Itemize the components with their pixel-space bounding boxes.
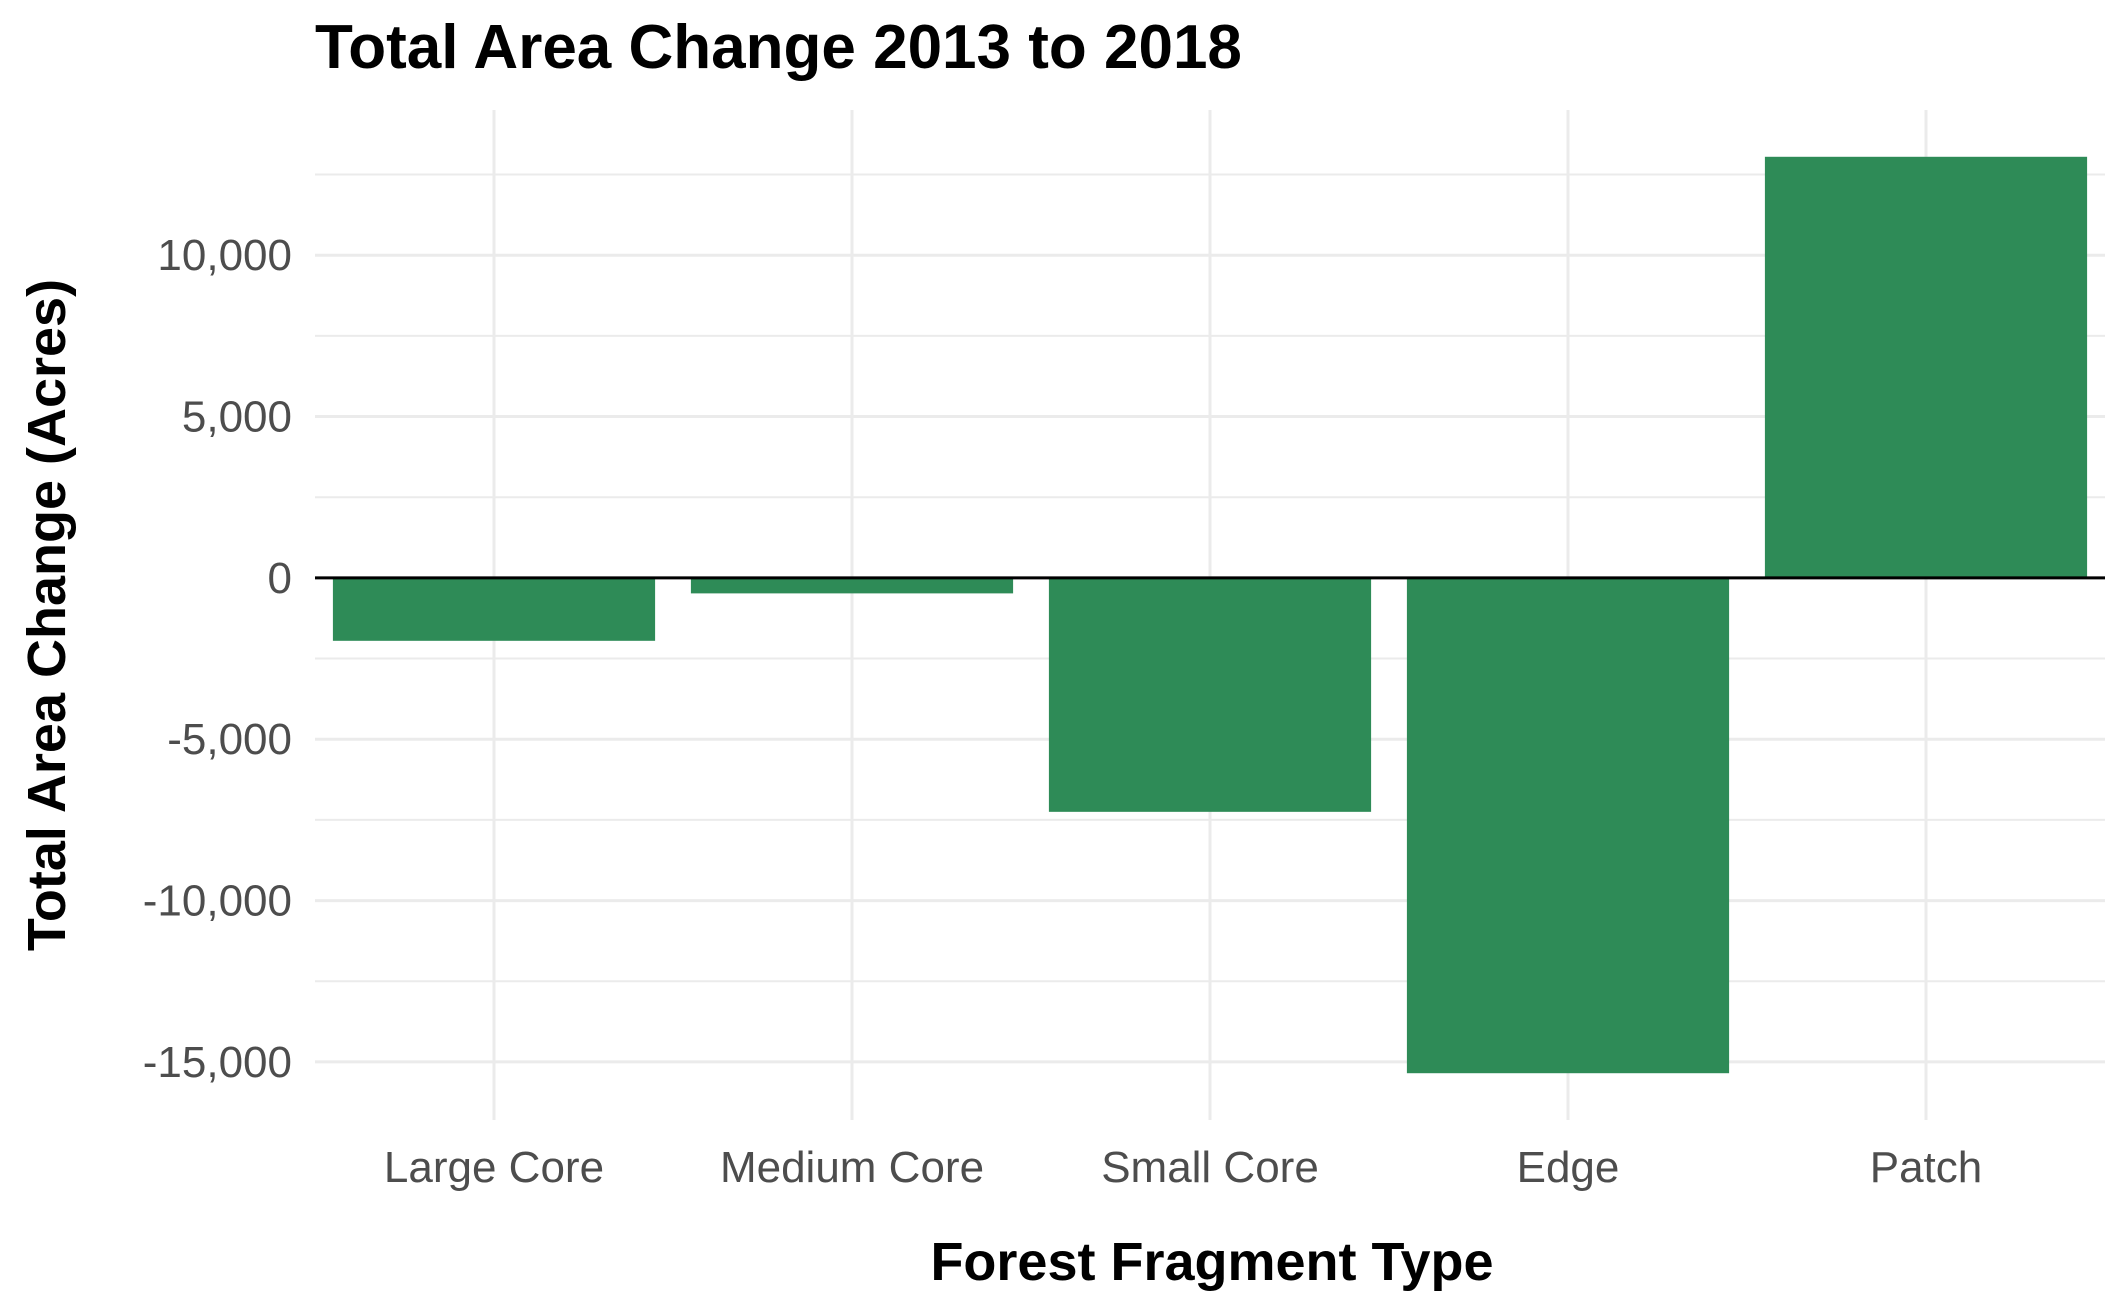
y-tick-label: 5,000 bbox=[182, 393, 292, 442]
y-axis-title: Total Area Change (Acres) bbox=[17, 279, 77, 951]
bar-patch bbox=[1764, 156, 2088, 578]
bars bbox=[332, 156, 2088, 1074]
x-tick-label: Large Core bbox=[384, 1143, 604, 1192]
x-tick-label: Patch bbox=[1870, 1143, 1983, 1192]
y-axis-ticks: 10,000 5,000 0 -5,000 -10,000 -15,000 bbox=[143, 231, 292, 1087]
x-tick-label: Small Core bbox=[1101, 1143, 1319, 1192]
y-tick-label: -15,000 bbox=[143, 1038, 292, 1087]
bar-large-core bbox=[332, 577, 656, 641]
y-tick-label: -5,000 bbox=[167, 715, 292, 764]
bar-small-core bbox=[1048, 577, 1372, 812]
y-tick-label: 10,000 bbox=[157, 231, 292, 280]
x-axis-ticks: Large Core Medium Core Small Core Edge Patch bbox=[384, 1143, 1982, 1192]
x-tick-label: Medium Core bbox=[720, 1143, 984, 1192]
bar-medium-core bbox=[690, 577, 1014, 594]
y-tick-label: 0 bbox=[268, 554, 292, 603]
bar-edge bbox=[1406, 577, 1730, 1074]
x-axis-title: Forest Fragment Type bbox=[930, 1232, 1493, 1292]
y-tick-label: -10,000 bbox=[143, 877, 292, 926]
chart-title: Total Area Change 2013 to 2018 bbox=[315, 13, 1242, 82]
x-tick-label: Edge bbox=[1517, 1143, 1620, 1192]
